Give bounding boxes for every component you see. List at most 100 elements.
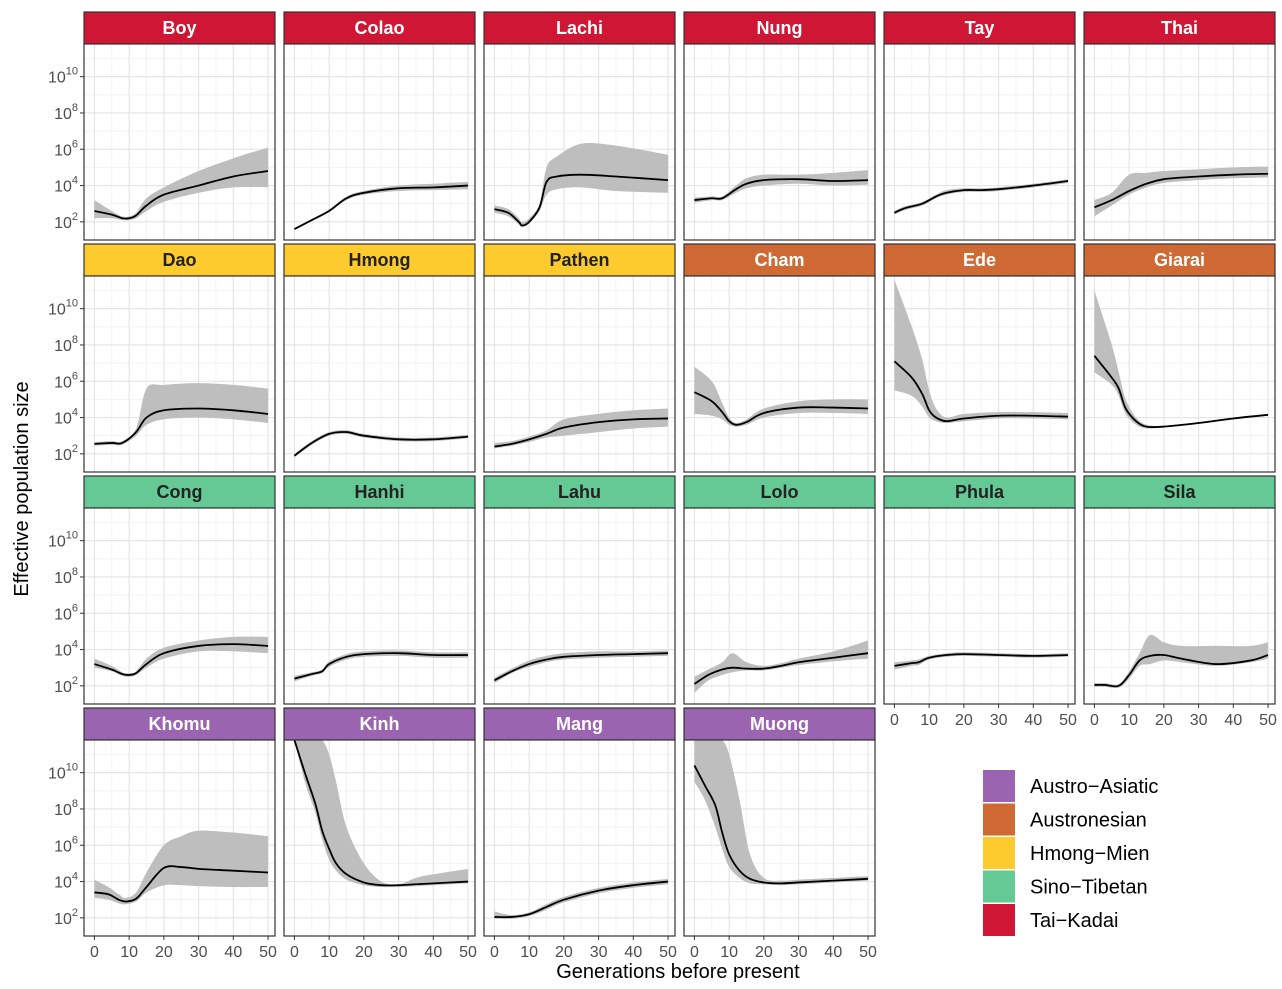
legend-item-austronesian: Austronesian [983,803,1147,836]
y-tick-exponent: 6 [72,138,78,150]
y-tick-exponent: 6 [72,370,78,382]
x-tick-label: 10 [720,944,738,961]
panel-background [684,276,875,472]
facet-strip-thai [1083,11,1276,45]
x-tick-label: 20 [555,944,573,961]
panel-border [283,739,476,937]
y-tick-base: 10 [48,534,66,551]
series-line [694,391,869,426]
legend-label: Hmong−Mien [1030,843,1150,865]
x-tick-label: 0 [690,944,699,961]
panel-grid [284,44,475,240]
series-line [293,431,469,457]
x-axis-label: Generations before present [556,961,800,983]
legend-item-tai-kadai: Tai−Kadai [983,904,1118,936]
facet-strip-lolo [683,475,876,509]
panel-lolo: Lolo [683,475,876,705]
series-line [1094,653,1269,688]
panel-giarai: Giarai [1083,243,1276,473]
panel-grid [1084,44,1275,240]
series-line [94,407,269,445]
panel-cham: Cham [683,243,876,473]
y-tick-base: 10 [54,802,72,819]
facet-strip-lachi [483,11,676,45]
y-tick-label: 104 [54,871,78,892]
y-tick-exponent: 6 [72,602,78,614]
legend-swatch [983,904,1015,936]
y-tick-label: 1010 [48,298,78,319]
series-line [94,865,269,903]
panel-lahu: Lahu [483,475,676,705]
y-tick-base: 10 [54,338,72,355]
x-tick-label: 10 [920,712,938,729]
legend-item-austro-asiatic: Austro−Asiatic [983,770,1158,802]
facet-title: Muong [750,714,809,734]
panel-background [484,508,675,704]
panel-data [293,430,469,458]
y-tick-base: 10 [54,106,72,123]
confidence-band [94,636,269,677]
legend-swatch [983,770,1015,802]
facet-title: Ede [963,250,996,270]
facet-strip-mang [483,707,676,741]
panel-data [294,650,469,682]
x-tick-label: 30 [1190,712,1208,729]
panel-data [494,878,669,919]
y-tick-label: 104 [54,407,78,428]
panel-border [83,507,276,705]
series-line [894,653,1069,667]
panel-grid [884,44,1075,240]
panel-data [94,636,269,677]
panel-background [884,44,1075,240]
y-tick-exponent: 2 [72,675,78,687]
panel-border [683,507,876,705]
panel-kinh: Kinh 0 10 20 30 40 50 [283,707,477,961]
facet-title: Cong [157,482,203,502]
y-tick-base: 10 [54,179,72,196]
y-tick-base: 10 [54,875,72,892]
panel-background [1084,508,1275,704]
x-tick-label: 10 [520,944,538,961]
series-line [894,180,1069,214]
y-tick-exponent: 2 [72,443,78,455]
facet-title: Mang [556,714,603,734]
facet-strip-khomu [83,707,276,741]
panel-border [483,275,676,473]
panel-lachi: Lachi [483,11,676,241]
legend: Austro−Asiatic Austronesian Hmong−Mien Sino… [983,770,1158,936]
x-tick-label: 0 [290,944,299,961]
x-tick-label: 30 [190,944,208,961]
panel-border [83,275,276,473]
panel-border [483,507,676,705]
facet-title: Pathen [549,250,609,270]
confidence-band [94,147,269,221]
x-tick-label: 30 [990,712,1008,729]
y-tick-exponent: 2 [72,907,78,919]
x-tick-label: 10 [1120,712,1138,729]
panel-data [494,650,669,684]
series-line [94,170,269,220]
x-tick-label: 0 [890,712,899,729]
y-tick-label: 102 [54,907,78,928]
panel-background [684,44,875,240]
legend-swatch [983,870,1015,903]
facet-strip-lahu [483,475,676,509]
x-tick-label: 20 [755,944,773,961]
panel-grid [284,276,475,472]
confidence-band [894,179,1069,215]
y-tick-label: 106 [54,834,78,855]
panel-background [484,740,675,936]
panel-border [683,275,876,473]
panel-data [1094,166,1269,217]
y-tick-label: 1010 [48,66,78,87]
facet-title: Hanhi [354,482,404,502]
y-tick-base: 10 [54,374,72,391]
y-tick-label: 108 [54,798,78,819]
panel-thai: Thai [1083,11,1276,241]
panel-grid [684,276,875,472]
facet-title: Dao [162,250,196,270]
y-tick-exponent: 10 [66,530,78,542]
y-tick-exponent: 10 [66,762,78,774]
